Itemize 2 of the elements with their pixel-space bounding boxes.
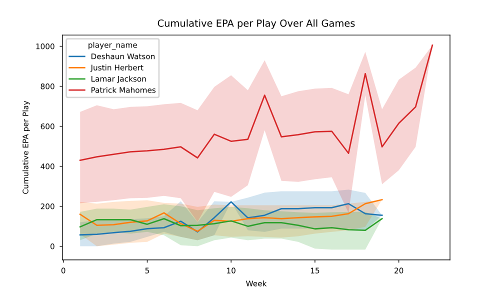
chart-title: Cumulative EPA per Play Over All Games	[158, 19, 355, 29]
line-series	[79, 218, 383, 231]
